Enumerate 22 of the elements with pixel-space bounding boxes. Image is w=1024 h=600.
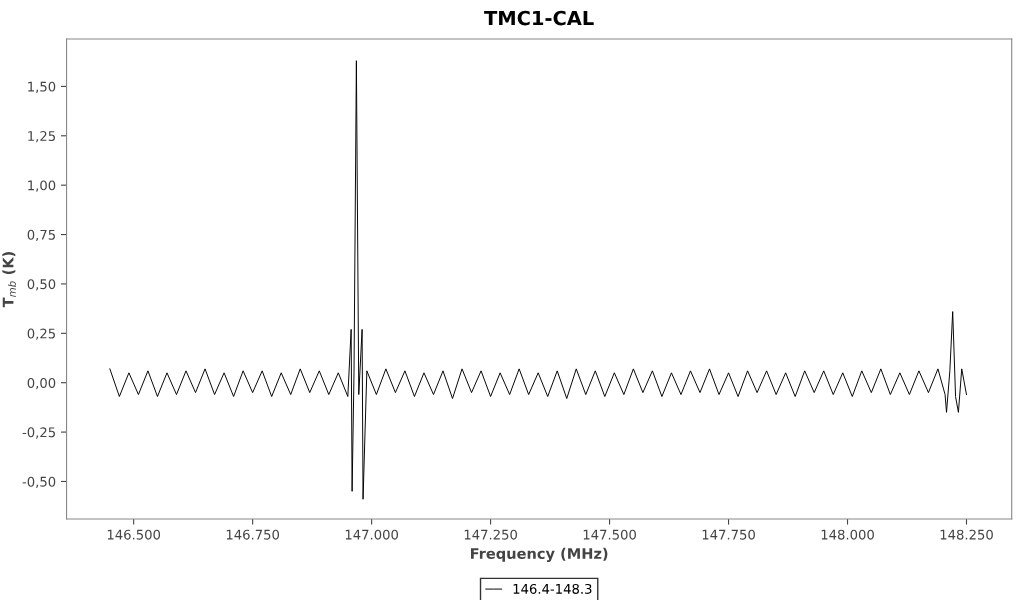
x-tick-label: 146.750	[226, 529, 280, 540]
y-tick-label: 1,25	[28, 131, 55, 143]
y-tick-label: -0,25	[22, 427, 55, 439]
x-axis-title: Frequency (MHz)	[470, 547, 608, 562]
legend-label: 146.4-148.3	[513, 583, 592, 594]
x-tick-label: 147.000	[345, 529, 399, 540]
chart-title: TMC1-CAL	[484, 10, 594, 26]
x-tick-label: 147.250	[464, 529, 517, 540]
x-tick-label: 147.500	[583, 529, 636, 540]
y-tick-label: 0,25	[27, 328, 55, 340]
y-tick-label: 1,50	[28, 81, 56, 93]
y-axis-title: T$_{mb}$ (K)	[2, 252, 16, 308]
y-tick-label: 0,00	[27, 377, 56, 390]
x-tick-label: 146.500	[107, 529, 161, 540]
line-series	[109, 60, 967, 500]
x-tick-label: 148.000	[821, 529, 874, 540]
x-tick-label: 148.250	[940, 529, 993, 540]
y-tick-label: -0,50	[22, 476, 56, 489]
x-tick-label: 147.750	[702, 529, 755, 540]
y-tick-label: 0,50	[27, 279, 56, 291]
y-tick-label: 1,00	[28, 180, 56, 192]
y-tick-label: 0,75	[27, 229, 55, 242]
